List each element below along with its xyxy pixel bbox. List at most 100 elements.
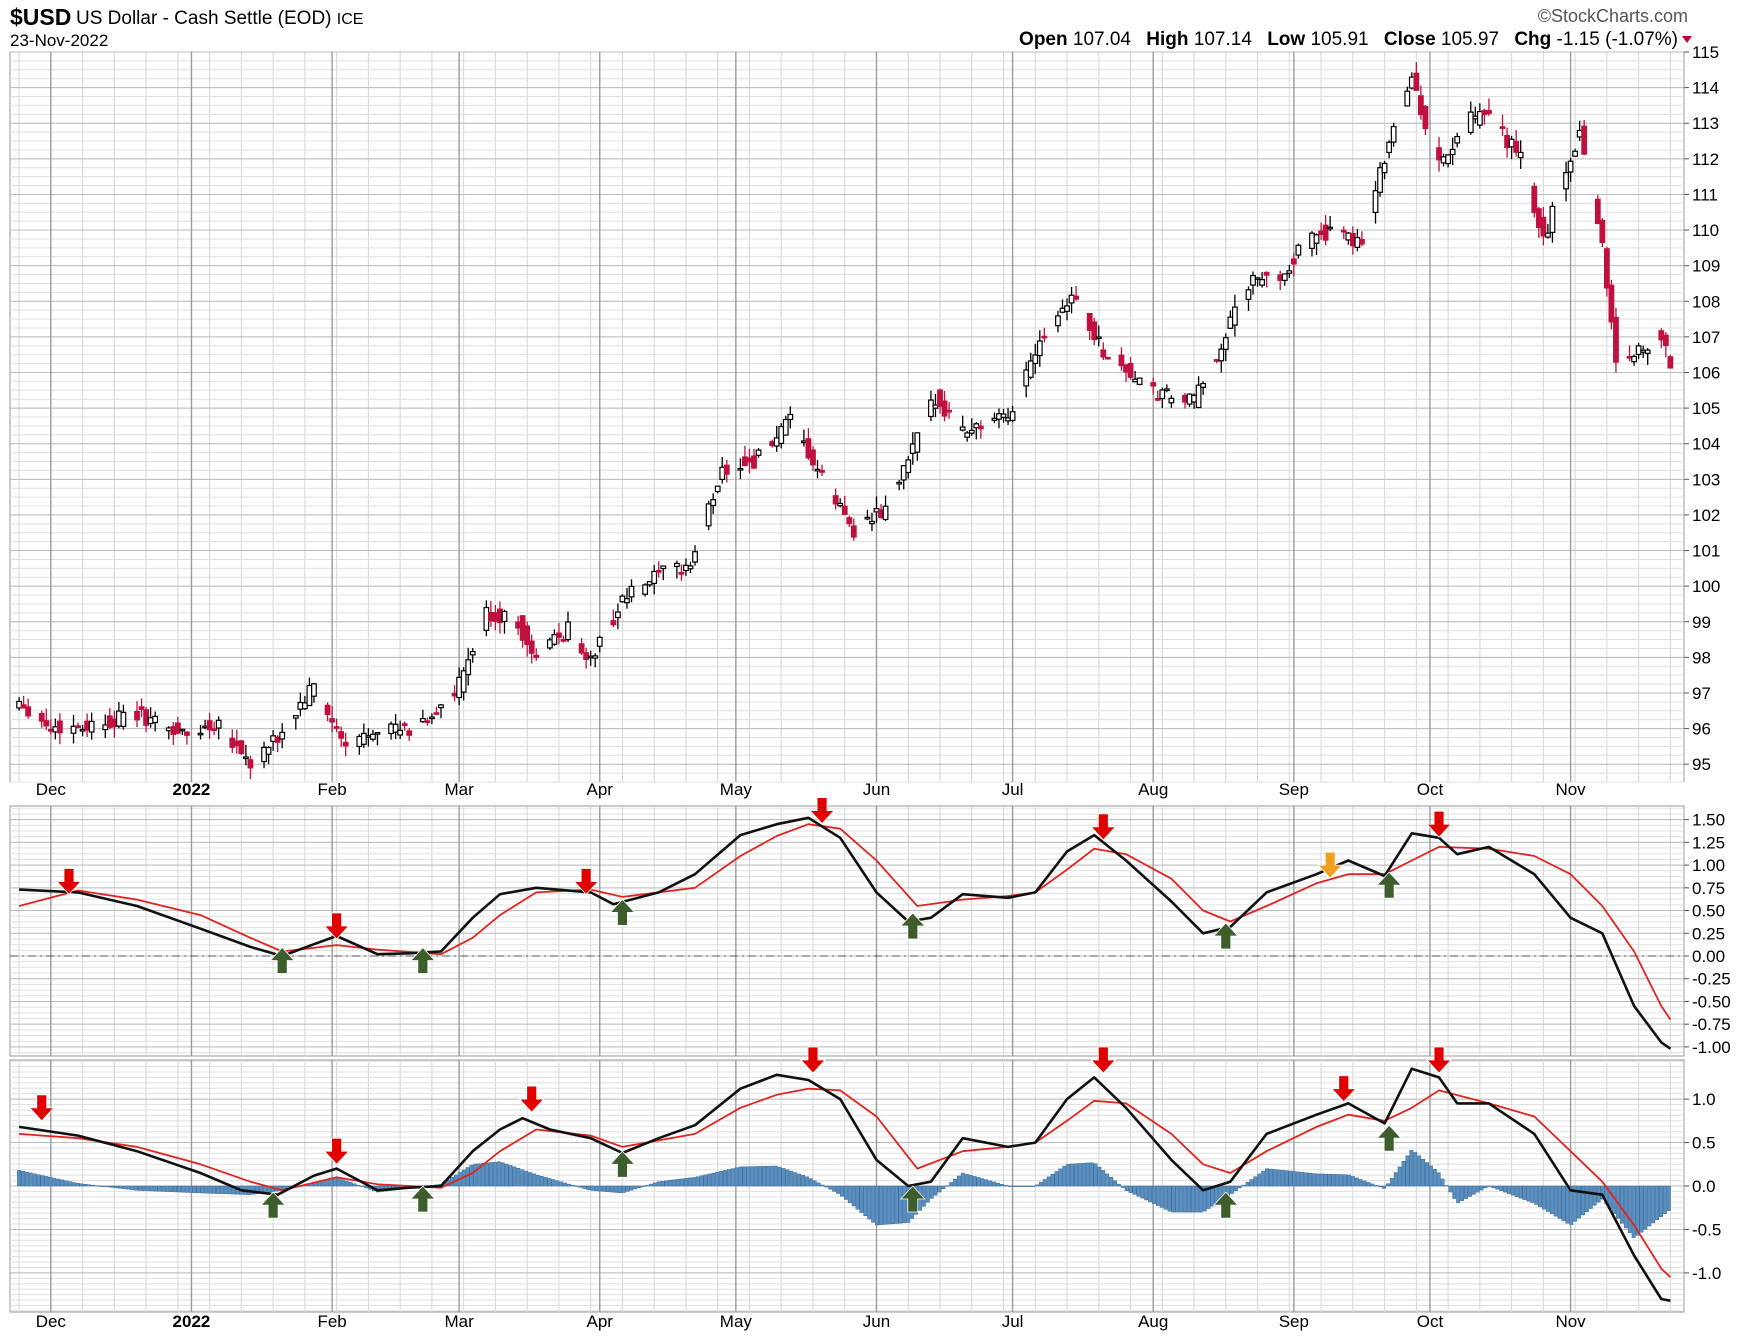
candle-body: [1404, 90, 1411, 107]
y-tick-label: 105: [1692, 399, 1720, 418]
y-tick-label: 114: [1692, 79, 1719, 98]
candle-body: [1631, 355, 1637, 363]
candle-body: [1150, 382, 1157, 387]
histogram-bar: [859, 1185, 864, 1213]
candle-body: [57, 720, 63, 734]
candle-body: [365, 735, 372, 738]
candle-body: [805, 438, 812, 459]
candle-body: [1032, 354, 1039, 365]
histogram-bar: [477, 1163, 482, 1187]
candle-body: [977, 425, 984, 430]
candle-body: [560, 638, 567, 642]
histogram-bar: [1183, 1185, 1188, 1213]
histogram-bar: [555, 1180, 560, 1187]
histogram-bar: [528, 1172, 532, 1187]
histogram-bar: [333, 1177, 337, 1187]
histogram-bar: [1315, 1173, 1320, 1187]
sell-arrow-icon: [1426, 1046, 1452, 1074]
candle-body: [1091, 321, 1098, 341]
histogram-bar: [1522, 1185, 1527, 1200]
candle-body: [610, 620, 617, 626]
histogram-bar: [21, 1170, 25, 1187]
candle-body: [964, 432, 971, 438]
histogram-bar: [941, 1185, 946, 1190]
histogram-bar: [1592, 1185, 1597, 1206]
histogram-bar: [102, 1185, 107, 1187]
histogram-bar: [1167, 1185, 1172, 1212]
histogram-bar: [1304, 1172, 1309, 1187]
histogram-bar: [1518, 1185, 1523, 1199]
candle-body: [673, 562, 680, 568]
candle-body: [324, 704, 331, 716]
histogram-bar: [801, 1175, 805, 1187]
histogram-bar: [1382, 1185, 1387, 1189]
histogram-bar: [1565, 1185, 1570, 1224]
histogram-bar: [17, 1170, 22, 1187]
description-text: US Dollar - Cash Settle (EOD): [76, 8, 332, 29]
sell-arrow-icon: [323, 1137, 350, 1165]
histogram-bar: [188, 1185, 193, 1193]
histogram-bar: [820, 1184, 825, 1187]
candle-body: [38, 713, 45, 722]
histogram-bar: [485, 1162, 490, 1187]
candle-body: [841, 505, 848, 515]
sell-arrow-icon: [28, 1094, 55, 1122]
candle-body: [1372, 190, 1379, 214]
histogram-bar: [1428, 1165, 1433, 1187]
histogram-bar: [1475, 1185, 1480, 1193]
y-tick-label: 112: [1692, 150, 1719, 169]
histogram-bar: [1397, 1166, 1402, 1187]
candle-body: [1132, 378, 1138, 383]
histogram-bar: [715, 1171, 720, 1187]
candle-body: [1281, 273, 1288, 282]
histogram-bar: [1666, 1185, 1671, 1211]
histogram-bar: [1417, 1155, 1422, 1187]
candle-body: [1100, 349, 1107, 358]
candle-body: [274, 736, 281, 743]
histogram-bar: [1109, 1177, 1114, 1187]
histogram-bar: [63, 1180, 68, 1187]
histogram-bar: [157, 1185, 162, 1192]
histogram-bar: [816, 1182, 821, 1187]
histogram-bar: [773, 1165, 778, 1187]
candle-body: [1508, 138, 1515, 148]
histogram-bar: [645, 1185, 649, 1187]
histogram-bar: [1549, 1185, 1554, 1215]
candle-body: [338, 731, 345, 739]
histogram-bar: [1413, 1152, 1418, 1187]
histogram-bar: [567, 1183, 571, 1187]
histogram-bar: [1050, 1173, 1055, 1187]
y-tick-label: 0.75: [1692, 879, 1725, 898]
y-tick-label: 97: [1692, 684, 1711, 703]
histogram-bar: [1448, 1185, 1453, 1193]
histogram-bar: [949, 1182, 954, 1187]
histogram-bar: [1499, 1185, 1504, 1191]
candle-body: [1095, 336, 1102, 340]
candle-body: [900, 465, 907, 481]
candle-body: [660, 565, 667, 570]
y-tick-label: 95: [1692, 755, 1711, 774]
candle-body: [1504, 134, 1510, 148]
candle-body: [1254, 277, 1261, 280]
histogram-bar: [504, 1163, 509, 1187]
chart-date: 23-Nov-2022: [10, 31, 109, 50]
histogram-bar: [1319, 1173, 1324, 1187]
candle-body: [1277, 274, 1284, 281]
candle-body: [265, 746, 272, 755]
histogram-bar: [1152, 1185, 1156, 1204]
histogram-bar: [32, 1173, 37, 1187]
histogram-bar: [996, 1182, 1000, 1187]
histogram-bar: [933, 1185, 938, 1196]
histogram-bar: [606, 1185, 610, 1193]
histogram-bar: [1374, 1185, 1379, 1187]
histogram-bar: [204, 1185, 209, 1194]
candle-body: [469, 650, 476, 656]
candle-body: [746, 457, 753, 463]
histogram-bar: [1105, 1173, 1110, 1187]
candle-body: [583, 652, 590, 660]
candle-body: [592, 655, 599, 659]
high-value: 107.14: [1193, 29, 1252, 50]
histogram-bar: [843, 1185, 848, 1200]
histogram-bar: [1331, 1174, 1336, 1187]
candle-body: [70, 725, 77, 734]
